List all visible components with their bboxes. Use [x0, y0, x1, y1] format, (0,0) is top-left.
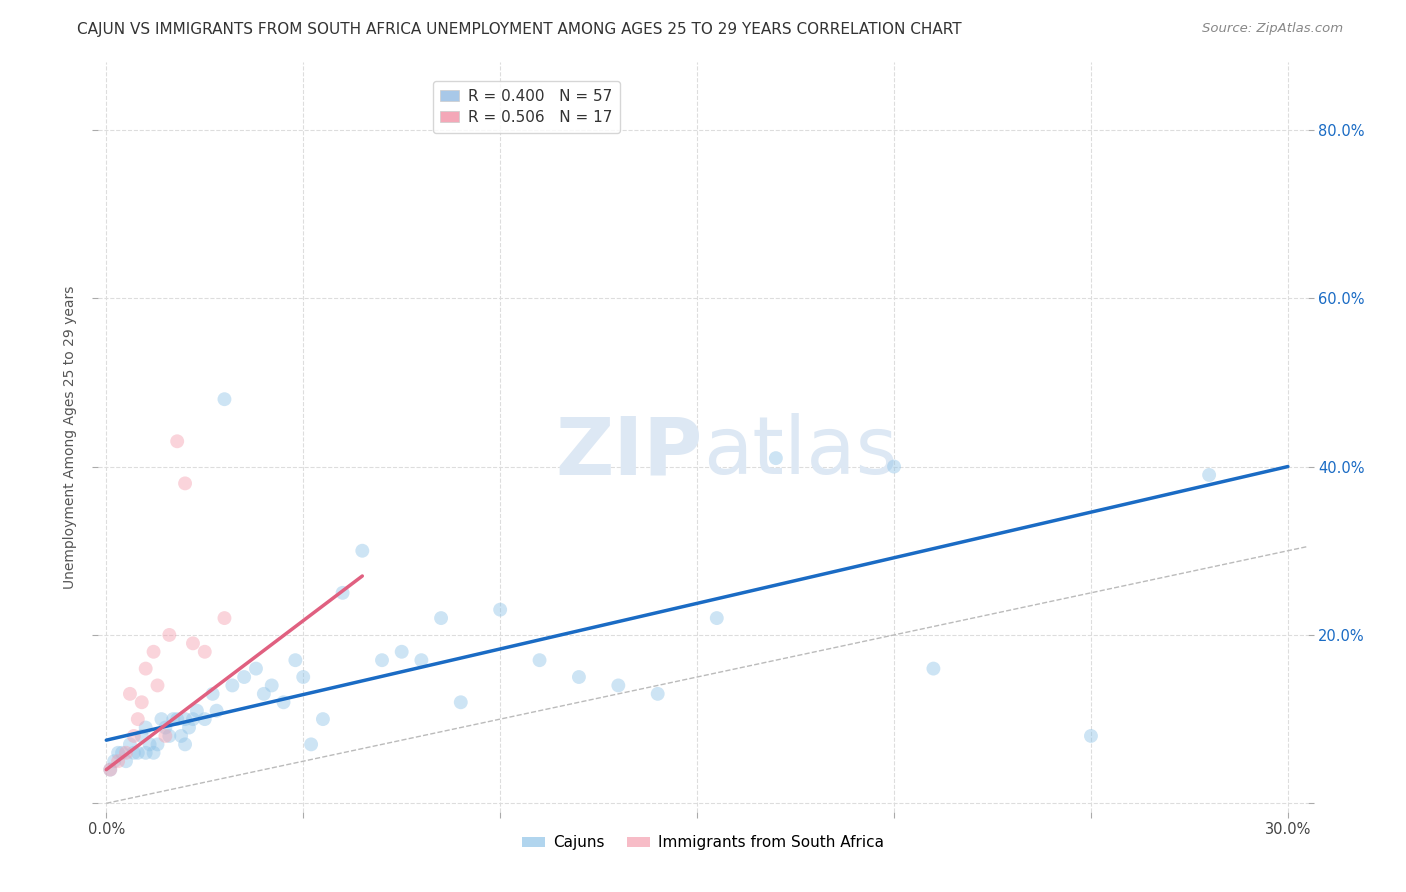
Point — [214, 392, 236, 407]
Point — [245, 662, 267, 676]
Point — [142, 746, 165, 760]
Point — [170, 729, 193, 743]
Point — [107, 746, 129, 760]
Point — [127, 746, 149, 760]
Point — [146, 737, 169, 751]
Point — [883, 459, 905, 474]
Point — [131, 729, 153, 743]
Point — [284, 653, 307, 667]
Point — [332, 586, 354, 600]
Point — [135, 721, 157, 735]
Point — [107, 754, 129, 768]
Point — [122, 729, 145, 743]
Text: CAJUN VS IMMIGRANTS FROM SOUTH AFRICA UNEMPLOYMENT AMONG AGES 25 TO 29 YEARS COR: CAJUN VS IMMIGRANTS FROM SOUTH AFRICA UN… — [77, 22, 962, 37]
Point — [205, 704, 228, 718]
Point — [1080, 729, 1102, 743]
Point — [529, 653, 551, 667]
Point — [150, 712, 173, 726]
Point — [118, 687, 141, 701]
Point — [194, 645, 217, 659]
Point — [1198, 467, 1220, 482]
Y-axis label: Unemployment Among Ages 25 to 29 years: Unemployment Among Ages 25 to 29 years — [63, 285, 77, 589]
Point — [127, 712, 149, 726]
Point — [166, 434, 188, 449]
Point — [138, 737, 160, 751]
Point — [765, 451, 787, 466]
Point — [174, 476, 197, 491]
Text: Source: ZipAtlas.com: Source: ZipAtlas.com — [1202, 22, 1343, 36]
Point — [299, 737, 322, 751]
Point — [155, 721, 177, 735]
Point — [131, 695, 153, 709]
Point — [186, 704, 208, 718]
Point — [103, 754, 125, 768]
Point — [371, 653, 394, 667]
Point — [177, 721, 200, 735]
Point — [214, 611, 236, 625]
Point — [181, 636, 204, 650]
Legend: Cajuns, Immigrants from South Africa: Cajuns, Immigrants from South Africa — [516, 830, 890, 856]
Point — [253, 687, 276, 701]
Point — [194, 712, 217, 726]
Point — [98, 763, 121, 777]
Point — [292, 670, 315, 684]
Point — [157, 729, 180, 743]
Point — [450, 695, 472, 709]
Point — [391, 645, 413, 659]
Point — [135, 746, 157, 760]
Point — [142, 645, 165, 659]
Point — [260, 678, 283, 692]
Point — [166, 712, 188, 726]
Point — [115, 754, 138, 768]
Point — [201, 687, 224, 701]
Point — [181, 712, 204, 726]
Point — [146, 678, 169, 692]
Point — [233, 670, 256, 684]
Point — [118, 737, 141, 751]
Point — [115, 746, 138, 760]
Point — [489, 602, 512, 616]
Point — [706, 611, 728, 625]
Point — [430, 611, 453, 625]
Point — [352, 543, 374, 558]
Text: ZIP: ZIP — [555, 413, 703, 491]
Point — [411, 653, 433, 667]
Text: atlas: atlas — [703, 413, 897, 491]
Point — [568, 670, 591, 684]
Point — [312, 712, 335, 726]
Point — [922, 662, 945, 676]
Point — [111, 746, 134, 760]
Point — [647, 687, 669, 701]
Point — [135, 662, 157, 676]
Point — [174, 712, 197, 726]
Point — [607, 678, 630, 692]
Point — [221, 678, 243, 692]
Point — [98, 763, 121, 777]
Point — [162, 712, 184, 726]
Point — [157, 628, 180, 642]
Point — [174, 737, 197, 751]
Point — [155, 729, 177, 743]
Point — [273, 695, 295, 709]
Point — [122, 746, 145, 760]
